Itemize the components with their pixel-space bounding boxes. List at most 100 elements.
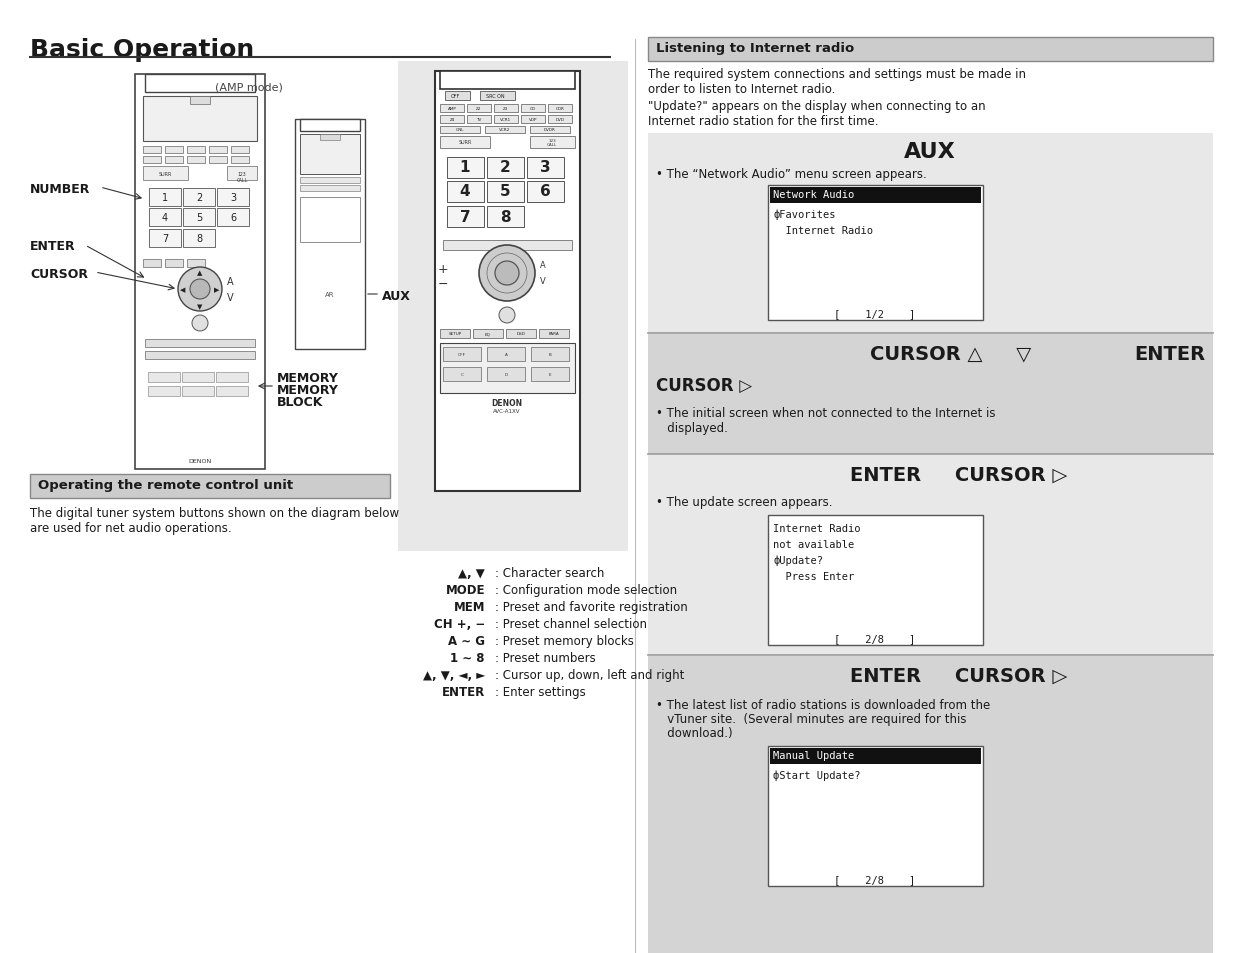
Text: AUX: AUX	[904, 142, 956, 162]
Text: Z4: Z4	[449, 118, 455, 122]
Bar	[440, 127, 480, 133]
Text: V: V	[226, 293, 234, 303]
Bar	[435, 71, 580, 492]
Text: 2: 2	[500, 160, 511, 175]
Bar	[447, 158, 484, 179]
Bar	[209, 157, 228, 164]
Text: ENTER: ENTER	[30, 240, 75, 253]
Text: ▼: ▼	[198, 304, 203, 310]
Bar	[648, 133, 1213, 334]
Text: Operating the remote control unit: Operating the remote control unit	[38, 478, 293, 492]
Bar	[183, 209, 215, 227]
Text: Listening to Internet radio: Listening to Internet radio	[656, 42, 855, 55]
Bar	[473, 330, 503, 338]
Text: vTuner site.  (Several minutes are required for this: vTuner site. (Several minutes are requir…	[656, 712, 966, 725]
Text: A: A	[226, 276, 234, 287]
Bar	[494, 116, 518, 124]
Bar	[440, 71, 575, 90]
Text: ENTER: ENTER	[1134, 345, 1205, 364]
Text: 1 ∼ 8: 1 ∼ 8	[450, 651, 485, 664]
Text: [    2/8    ]: [ 2/8 ]	[835, 634, 915, 643]
Bar	[294, 120, 365, 350]
Text: CDR: CDR	[555, 107, 564, 111]
Text: фStart Update?: фStart Update?	[773, 770, 861, 781]
Text: 2: 2	[195, 193, 202, 203]
Circle shape	[192, 315, 208, 332]
Bar	[165, 147, 183, 153]
Text: Z2: Z2	[476, 107, 481, 111]
Bar	[440, 105, 464, 112]
Bar	[529, 127, 570, 133]
Bar	[521, 116, 546, 124]
Text: DVDR: DVDR	[544, 128, 555, 132]
Bar	[143, 147, 161, 153]
Bar	[494, 105, 518, 112]
Text: Z3: Z3	[503, 107, 508, 111]
Circle shape	[499, 308, 515, 324]
Bar	[440, 116, 464, 124]
Text: DENON: DENON	[491, 398, 522, 408]
Bar	[445, 91, 470, 101]
Bar	[301, 186, 360, 192]
Bar	[187, 147, 205, 153]
Bar	[231, 147, 249, 153]
Text: Internet Radio: Internet Radio	[773, 226, 873, 235]
Text: ▲, ▼: ▲, ▼	[458, 566, 485, 579]
Bar	[187, 260, 205, 268]
Bar	[228, 167, 257, 181]
Bar	[143, 157, 161, 164]
Text: EQ: EQ	[485, 333, 491, 336]
Text: 3: 3	[230, 193, 236, 203]
Bar	[165, 260, 183, 268]
Text: AMP: AMP	[448, 107, 456, 111]
Text: Press Enter: Press Enter	[773, 572, 855, 581]
Text: TV: TV	[476, 118, 481, 122]
Text: [    1/2    ]: [ 1/2 ]	[835, 309, 915, 318]
Text: SURR: SURR	[158, 172, 172, 177]
Bar	[30, 475, 390, 498]
Bar	[182, 387, 214, 396]
Text: 1: 1	[460, 160, 470, 175]
Text: • The latest list of radio stations is downloaded from the: • The latest list of radio stations is d…	[656, 699, 991, 711]
Bar	[468, 116, 491, 124]
Bar	[440, 330, 470, 338]
Text: C: C	[460, 373, 464, 376]
Text: • The “Network Audio” menu screen appears.: • The “Network Audio” menu screen appear…	[656, 168, 927, 181]
Text: : Enter settings: : Enter settings	[495, 685, 586, 699]
Bar	[440, 137, 490, 149]
Bar	[447, 207, 484, 228]
Text: V: V	[541, 277, 546, 286]
Bar	[187, 157, 205, 164]
Bar	[443, 348, 481, 361]
Bar	[521, 105, 546, 112]
Bar	[301, 120, 360, 132]
Bar	[145, 339, 255, 348]
Bar	[440, 344, 575, 394]
Text: The required system connections and settings must be made in
order to listen to : The required system connections and sett…	[648, 68, 1025, 96]
Text: SURR: SURR	[459, 140, 471, 146]
Text: ENTER     CURSOR ▷: ENTER CURSOR ▷	[850, 465, 1068, 484]
Text: −: −	[438, 277, 448, 291]
Bar	[468, 105, 491, 112]
Bar	[182, 373, 214, 382]
Text: 4: 4	[460, 184, 470, 199]
Text: VCR2: VCR2	[500, 128, 511, 132]
Text: OFF: OFF	[450, 94, 460, 99]
Bar	[145, 370, 255, 405]
Text: MEM: MEM	[454, 600, 485, 614]
Text: 7: 7	[460, 210, 470, 224]
Bar	[145, 352, 255, 359]
Bar	[648, 657, 1213, 953]
Text: ENTER: ENTER	[442, 685, 485, 699]
Circle shape	[178, 268, 221, 312]
Bar	[301, 178, 360, 184]
Text: AR: AR	[325, 292, 334, 297]
Bar	[216, 209, 249, 227]
Text: CH +, −: CH +, −	[434, 618, 485, 630]
Text: not available: not available	[773, 539, 855, 550]
Text: MODE: MODE	[445, 583, 485, 597]
Bar	[548, 105, 571, 112]
Text: 123
CALL: 123 CALL	[236, 172, 247, 183]
Bar	[768, 516, 983, 645]
Bar	[443, 153, 571, 235]
